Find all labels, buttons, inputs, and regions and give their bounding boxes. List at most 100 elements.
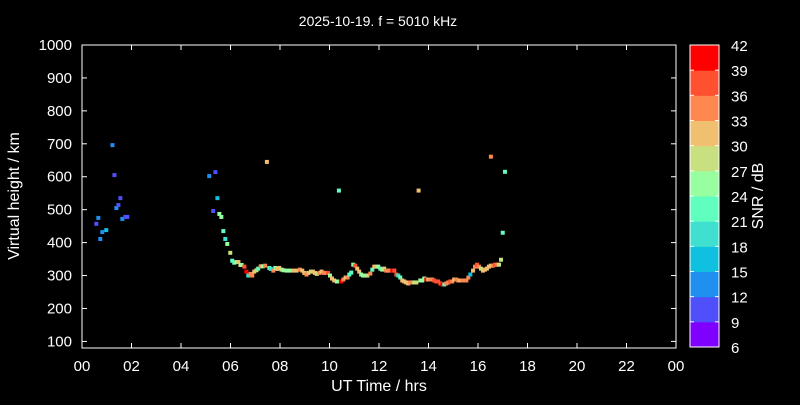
data-point [120,216,125,221]
colorbar-tick-label: 24 [731,189,748,206]
axes: 00 02 04 06 08 10 12 14 16 18 20 22 0010020030040050… [39,37,685,375]
data-point [300,268,305,273]
data-point [388,268,393,273]
x-tick-label: 12 [371,358,388,375]
data-point [215,196,220,201]
colorbar-bin [690,45,719,71]
colorbar-tick-label: 12 [731,290,748,307]
data-point [118,196,123,201]
plot-marks [94,143,507,287]
x-tick-label: 00 [668,358,685,375]
data-point [221,229,226,234]
data-point [492,262,497,267]
data-point [499,257,504,262]
y-tick-label: 200 [47,300,72,317]
colorbar-bin [690,70,719,96]
data-point [250,273,255,278]
colorbar-tick-label: 6 [731,340,739,357]
data-point [468,272,473,277]
colorbar-tick-label: 33 [731,114,748,131]
data-point [334,279,339,284]
data-point [414,280,419,285]
data-point [332,278,337,283]
colorbar-tick-label: 9 [731,315,739,332]
data-point [306,270,311,275]
data-point [256,266,261,271]
data-point [365,273,370,278]
colorbar-bin [690,145,719,172]
x-tick-label: 06 [222,358,239,375]
data-point [104,228,109,233]
data-point [398,275,403,280]
data-point [297,267,302,272]
data-point [287,268,292,273]
x-tick-label: 08 [272,358,289,375]
data-point [260,264,265,269]
data-point [284,268,289,273]
data-point [341,277,346,282]
colorbar-tick-label: 42 [731,38,748,55]
data-point [246,273,251,278]
data-point [488,154,493,159]
data-point [252,269,257,274]
x-tick-label: 22 [618,358,635,375]
data-point [416,188,421,193]
colorbar-bin [690,246,719,272]
data-point [223,236,228,241]
data-point [94,221,99,226]
colorbar-tick-label: 39 [731,63,748,80]
colorbar-bin [690,95,719,121]
data-point [100,230,105,235]
colorbar-tick-label: 30 [731,139,748,156]
data-point [268,266,273,271]
data-point [242,264,247,269]
data-point [271,268,276,273]
data-point [370,267,375,272]
data-point [112,173,117,178]
data-point [211,208,216,213]
data-point [225,241,230,246]
data-point [345,275,350,280]
data-point [502,169,507,174]
x-tick-label: 04 [173,358,190,375]
y-tick-label: 500 [47,202,72,219]
colorbar-tick-label: 21 [731,214,748,231]
data-point [98,236,103,241]
data-point [244,269,249,274]
data-point [368,271,373,276]
data-point [349,270,354,275]
x-tick-label: 20 [569,358,586,375]
data-point [110,143,115,148]
data-point [294,268,299,273]
data-point [326,270,331,275]
colorbar-tick-label: 15 [731,265,748,282]
data-point [291,268,296,273]
colorbar-tick-label: 27 [731,164,748,181]
colorbar-bin [690,296,719,323]
y-tick-label: 600 [47,169,72,186]
data-point [213,170,218,175]
data-point [314,271,319,276]
x-tick-label: 14 [420,358,437,375]
data-point [207,174,212,179]
data-point [460,278,465,283]
data-point [466,275,471,280]
colorbar-bin [690,170,719,197]
data-point [321,270,326,275]
y-tick-label: 400 [47,235,72,252]
data-point [353,263,358,268]
data-point [363,273,368,278]
data-point [436,279,441,284]
x-tick-label: 00 [74,358,91,375]
data-point [302,270,307,275]
data-point [125,214,130,219]
data-point [319,269,324,274]
chart-title: 2025-10-19. f = 5010 kHz [299,13,457,29]
colorbar-bin [690,120,719,147]
data-point [219,214,224,219]
colorbar-tick-label: 36 [731,88,748,105]
data-point [277,265,282,270]
data-point [471,268,476,273]
